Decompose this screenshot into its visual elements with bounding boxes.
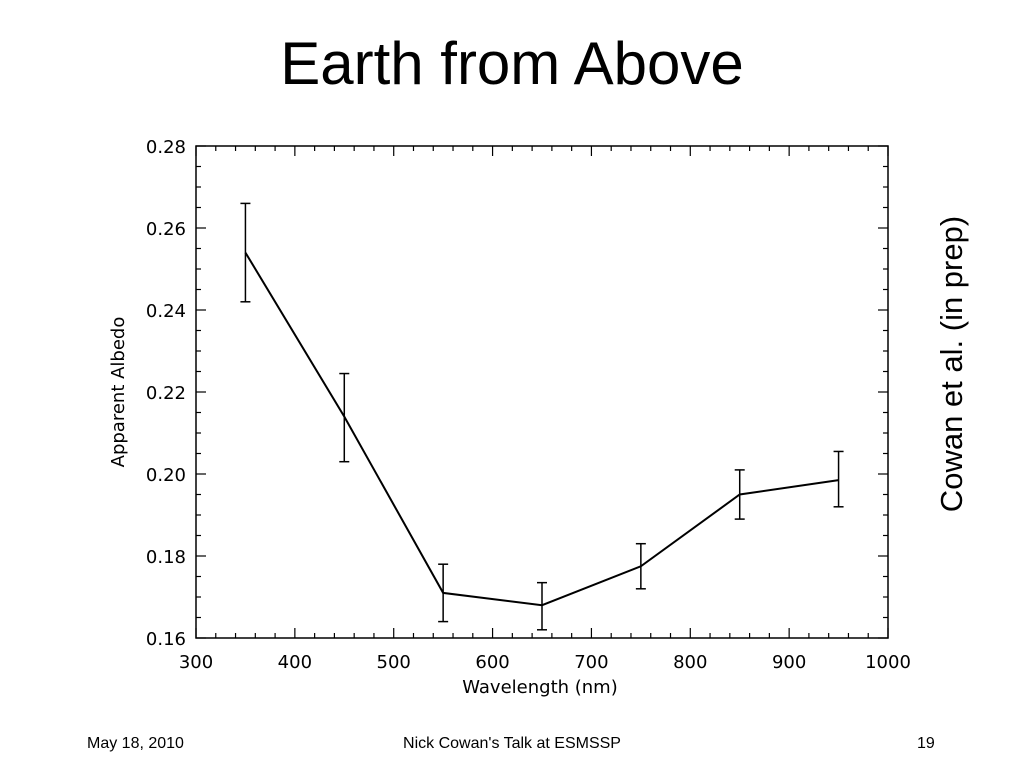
plot-area: 300 400 500 600 700 800 900 1000 0.16 0.18 0.20 0.2… [146, 137, 911, 673]
x-tick-label: 900 [772, 652, 806, 673]
y-tick-label: 0.26 [146, 219, 186, 240]
y-tick-label: 0.20 [146, 465, 186, 486]
y-axis-label: Apparent Albedo [108, 317, 129, 468]
y-tick-label: 0.16 [146, 629, 186, 650]
plot-frame [195, 145, 889, 639]
x-tick-label: 800 [673, 652, 707, 673]
x-tick-label: 500 [377, 652, 411, 673]
y-tick-label: 0.18 [146, 547, 186, 568]
x-tick-label: 300 [179, 652, 213, 673]
footer-date: May 18, 2010 [87, 735, 184, 752]
y-tick-label: 0.22 [146, 383, 186, 404]
x-tick-label: 1000 [865, 652, 911, 673]
footer-page-number: 19 [917, 735, 935, 752]
slide-title: Earth from Above [280, 30, 744, 97]
citation-label: Cowan et al. (in prep) [934, 215, 969, 513]
y-tick-label: 0.24 [146, 301, 186, 322]
footer-talk-title: Nick Cowan's Talk at ESMSSP [403, 735, 621, 752]
y-tick-label: 0.28 [146, 137, 186, 158]
albedo-line [244, 252, 839, 607]
x-axis-label: Wavelength (nm) [462, 677, 618, 698]
x-tick-label: 400 [278, 652, 312, 673]
x-tick-label: 700 [574, 652, 608, 673]
x-tick-label: 600 [475, 652, 509, 673]
